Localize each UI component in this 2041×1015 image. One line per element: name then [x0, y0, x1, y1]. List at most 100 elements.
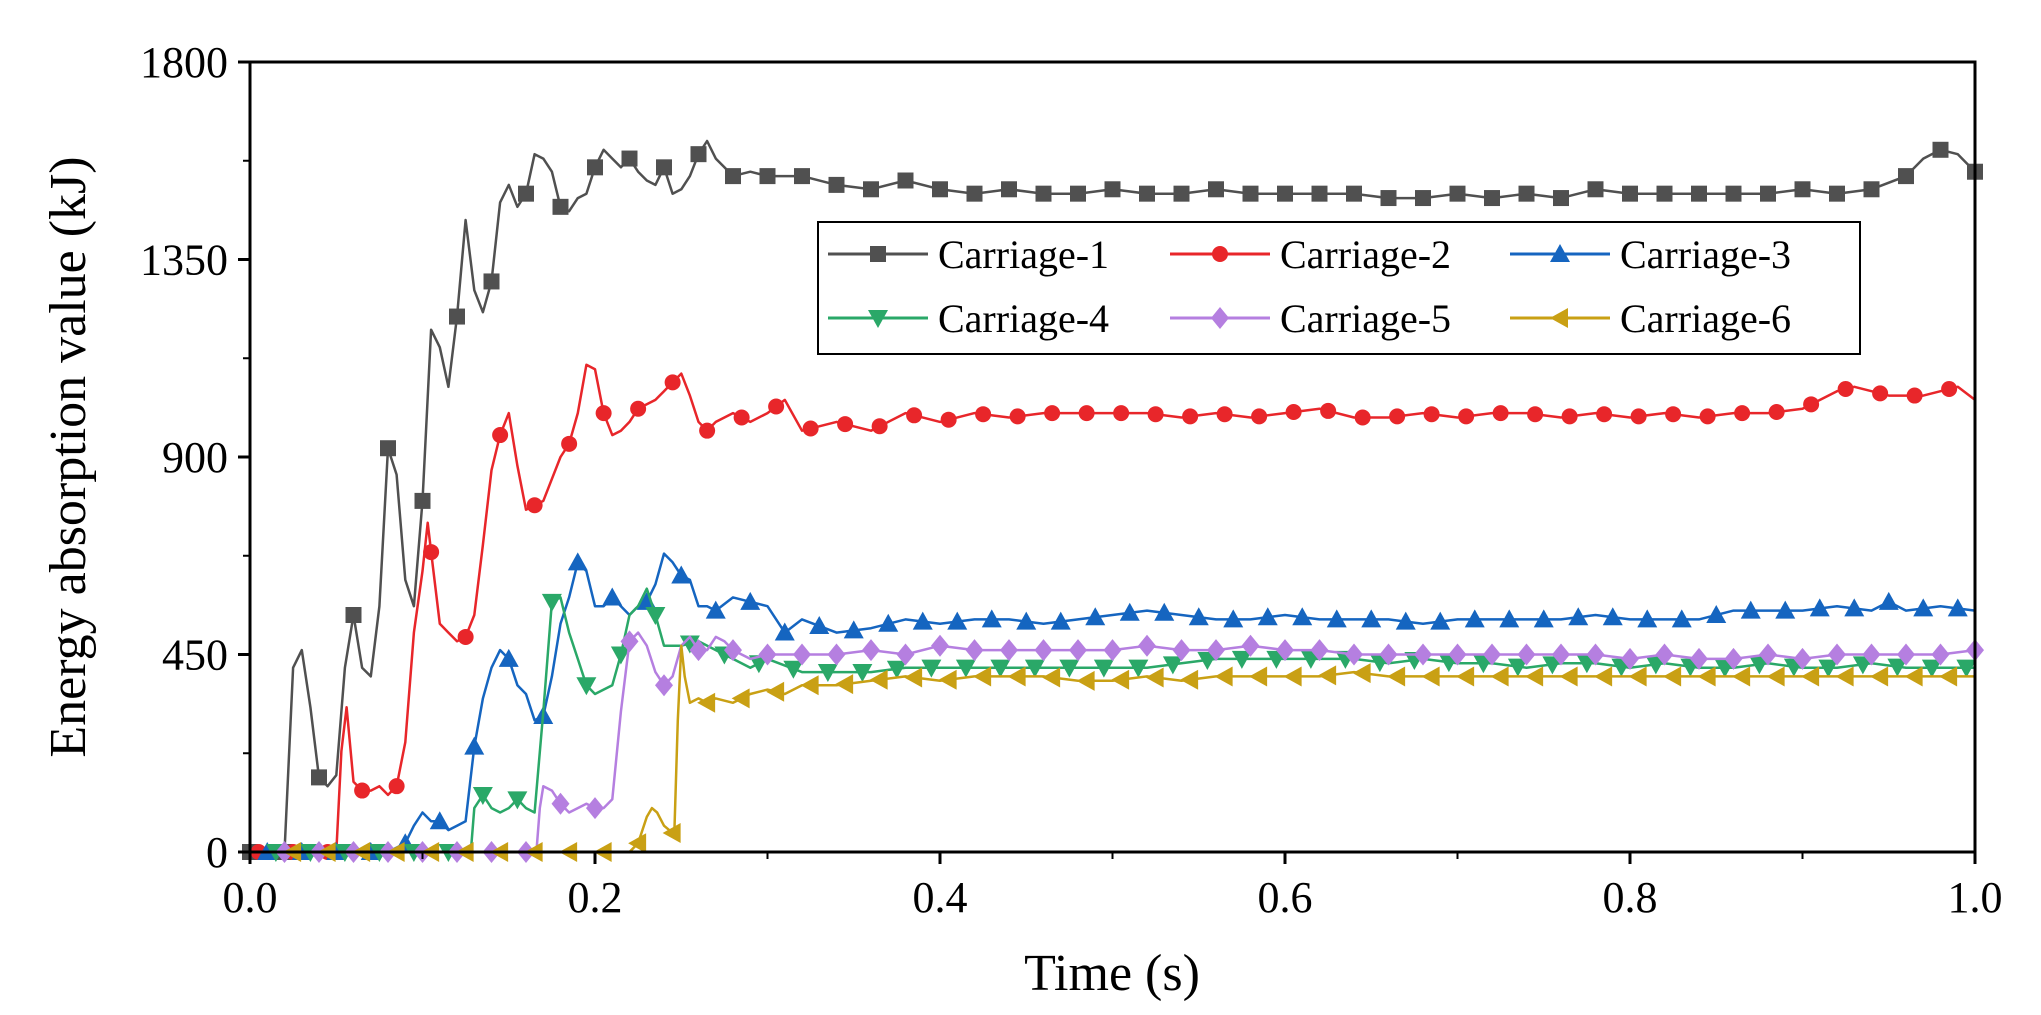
data-point-marker [912, 611, 933, 630]
data-point-marker [1242, 185, 1259, 202]
data-point-marker [1837, 380, 1854, 397]
data-point-marker [863, 181, 879, 198]
data-point-marker [965, 639, 984, 662]
data-point-marker [1559, 666, 1578, 687]
data-point-marker [759, 168, 776, 185]
data-point-marker [602, 587, 623, 606]
y-tick-label: 450 [162, 631, 228, 680]
data-point-marker [1793, 647, 1812, 670]
data-point-marker [1016, 611, 1037, 630]
data-point-marker [689, 639, 708, 662]
data-point-marker [1706, 605, 1727, 623]
data-point-marker [1182, 408, 1199, 425]
data-point-marker [1913, 598, 1934, 617]
data-point-marker [551, 792, 570, 815]
data-point-marker [886, 660, 907, 679]
legend-label: Carriage-5 [1280, 296, 1451, 341]
data-point-marker [1768, 404, 1785, 421]
data-point-marker [1449, 185, 1466, 202]
data-point-marker [1862, 643, 1881, 666]
data-point-marker [828, 176, 845, 193]
data-point-marker [1139, 185, 1155, 202]
x-tick-label: 0.6 [1258, 873, 1313, 922]
data-point-marker [699, 422, 716, 439]
data-point-marker [1518, 185, 1535, 202]
data-point-marker [1380, 190, 1397, 207]
series-line [250, 552, 1976, 854]
legend-label: Carriage-1 [938, 232, 1109, 277]
data-point-marker [724, 639, 742, 662]
data-point-marker [725, 168, 741, 185]
legend-marker [1550, 308, 1568, 328]
data-point-marker [1594, 666, 1613, 687]
data-point-marker [1803, 396, 1820, 413]
data-point-marker [587, 159, 603, 176]
data-point-marker [1257, 607, 1278, 626]
data-point-marker [878, 613, 899, 632]
data-point-marker [697, 692, 716, 713]
data-point-marker [561, 435, 578, 452]
axes-layer: 0.0 0.2 0.4 0.6 0.8 1.0 0 450 900 1350 1800 [140, 38, 2003, 922]
data-point-marker [1188, 607, 1209, 626]
series-carriage-5 [250, 630, 1984, 863]
data-point-marker [1292, 607, 1313, 626]
data-point-marker [1456, 666, 1475, 687]
data-point-marker [1732, 666, 1751, 687]
data-point-marker [1947, 598, 1968, 617]
data-point-marker [354, 782, 371, 799]
data-point-marker [1277, 185, 1293, 202]
data-point-marker [645, 607, 666, 625]
x-axis-title: Time (s) [1024, 945, 1200, 1002]
data-point-marker [1691, 185, 1707, 202]
data-point-marker [947, 611, 968, 630]
data-point-marker [1655, 643, 1674, 666]
data-point-marker [1699, 408, 1716, 425]
legend-item: Carriage-4 [828, 296, 1109, 341]
data-point-marker [628, 833, 647, 854]
data-point-marker [740, 591, 761, 610]
data-point-marker [1458, 408, 1475, 425]
data-point-marker [1656, 185, 1673, 202]
data-point-marker [1828, 643, 1846, 666]
legend: Carriage-1 Carriage-2 Carriage-3 Carriage-4… [817, 221, 1861, 355]
legend-item: Carriage-1 [828, 232, 1109, 277]
data-point-marker [1801, 666, 1820, 687]
data-point-marker [1568, 607, 1589, 626]
legend-label: Carriage-2 [1280, 232, 1451, 277]
data-point-marker [1395, 611, 1416, 630]
data-point-marker [1389, 408, 1406, 425]
data-point-marker [1415, 190, 1431, 207]
data-point-marker [1009, 408, 1026, 425]
data-point-marker [388, 778, 405, 795]
data-point-marker [1464, 609, 1485, 628]
y-tick-label: 1800 [140, 38, 228, 87]
data-point-marker [1430, 611, 1451, 630]
data-point-marker [541, 593, 562, 612]
y-axis-title: Energy absorption value (kJ) [40, 156, 97, 757]
data-point-marker [1725, 185, 1742, 202]
data-point-marker [1352, 663, 1371, 684]
data-point-marker [1354, 409, 1371, 426]
legend-label: Carriage-6 [1620, 296, 1791, 341]
data-point-marker [731, 688, 750, 709]
data-point-marker [464, 736, 485, 755]
data-point-marker [897, 172, 914, 189]
data-point-marker [620, 630, 639, 653]
data-point-marker [1231, 650, 1252, 669]
series-carriage-2 [250, 363, 1976, 860]
data-point-marker [1285, 404, 1302, 421]
data-point-marker [1931, 643, 1950, 666]
data-point-marker [1906, 387, 1923, 404]
data-point-marker [843, 620, 864, 639]
data-point-marker [705, 600, 726, 619]
data-point-marker [492, 427, 509, 444]
data-point-marker [1734, 405, 1751, 422]
data-point-marker [1104, 181, 1121, 198]
data-point-marker [423, 544, 440, 561]
data-point-marker [1887, 658, 1908, 677]
data-point-marker [1809, 598, 1830, 617]
data-point-marker [1007, 666, 1026, 687]
data-point-marker [793, 643, 811, 666]
data-point-marker [662, 822, 681, 843]
